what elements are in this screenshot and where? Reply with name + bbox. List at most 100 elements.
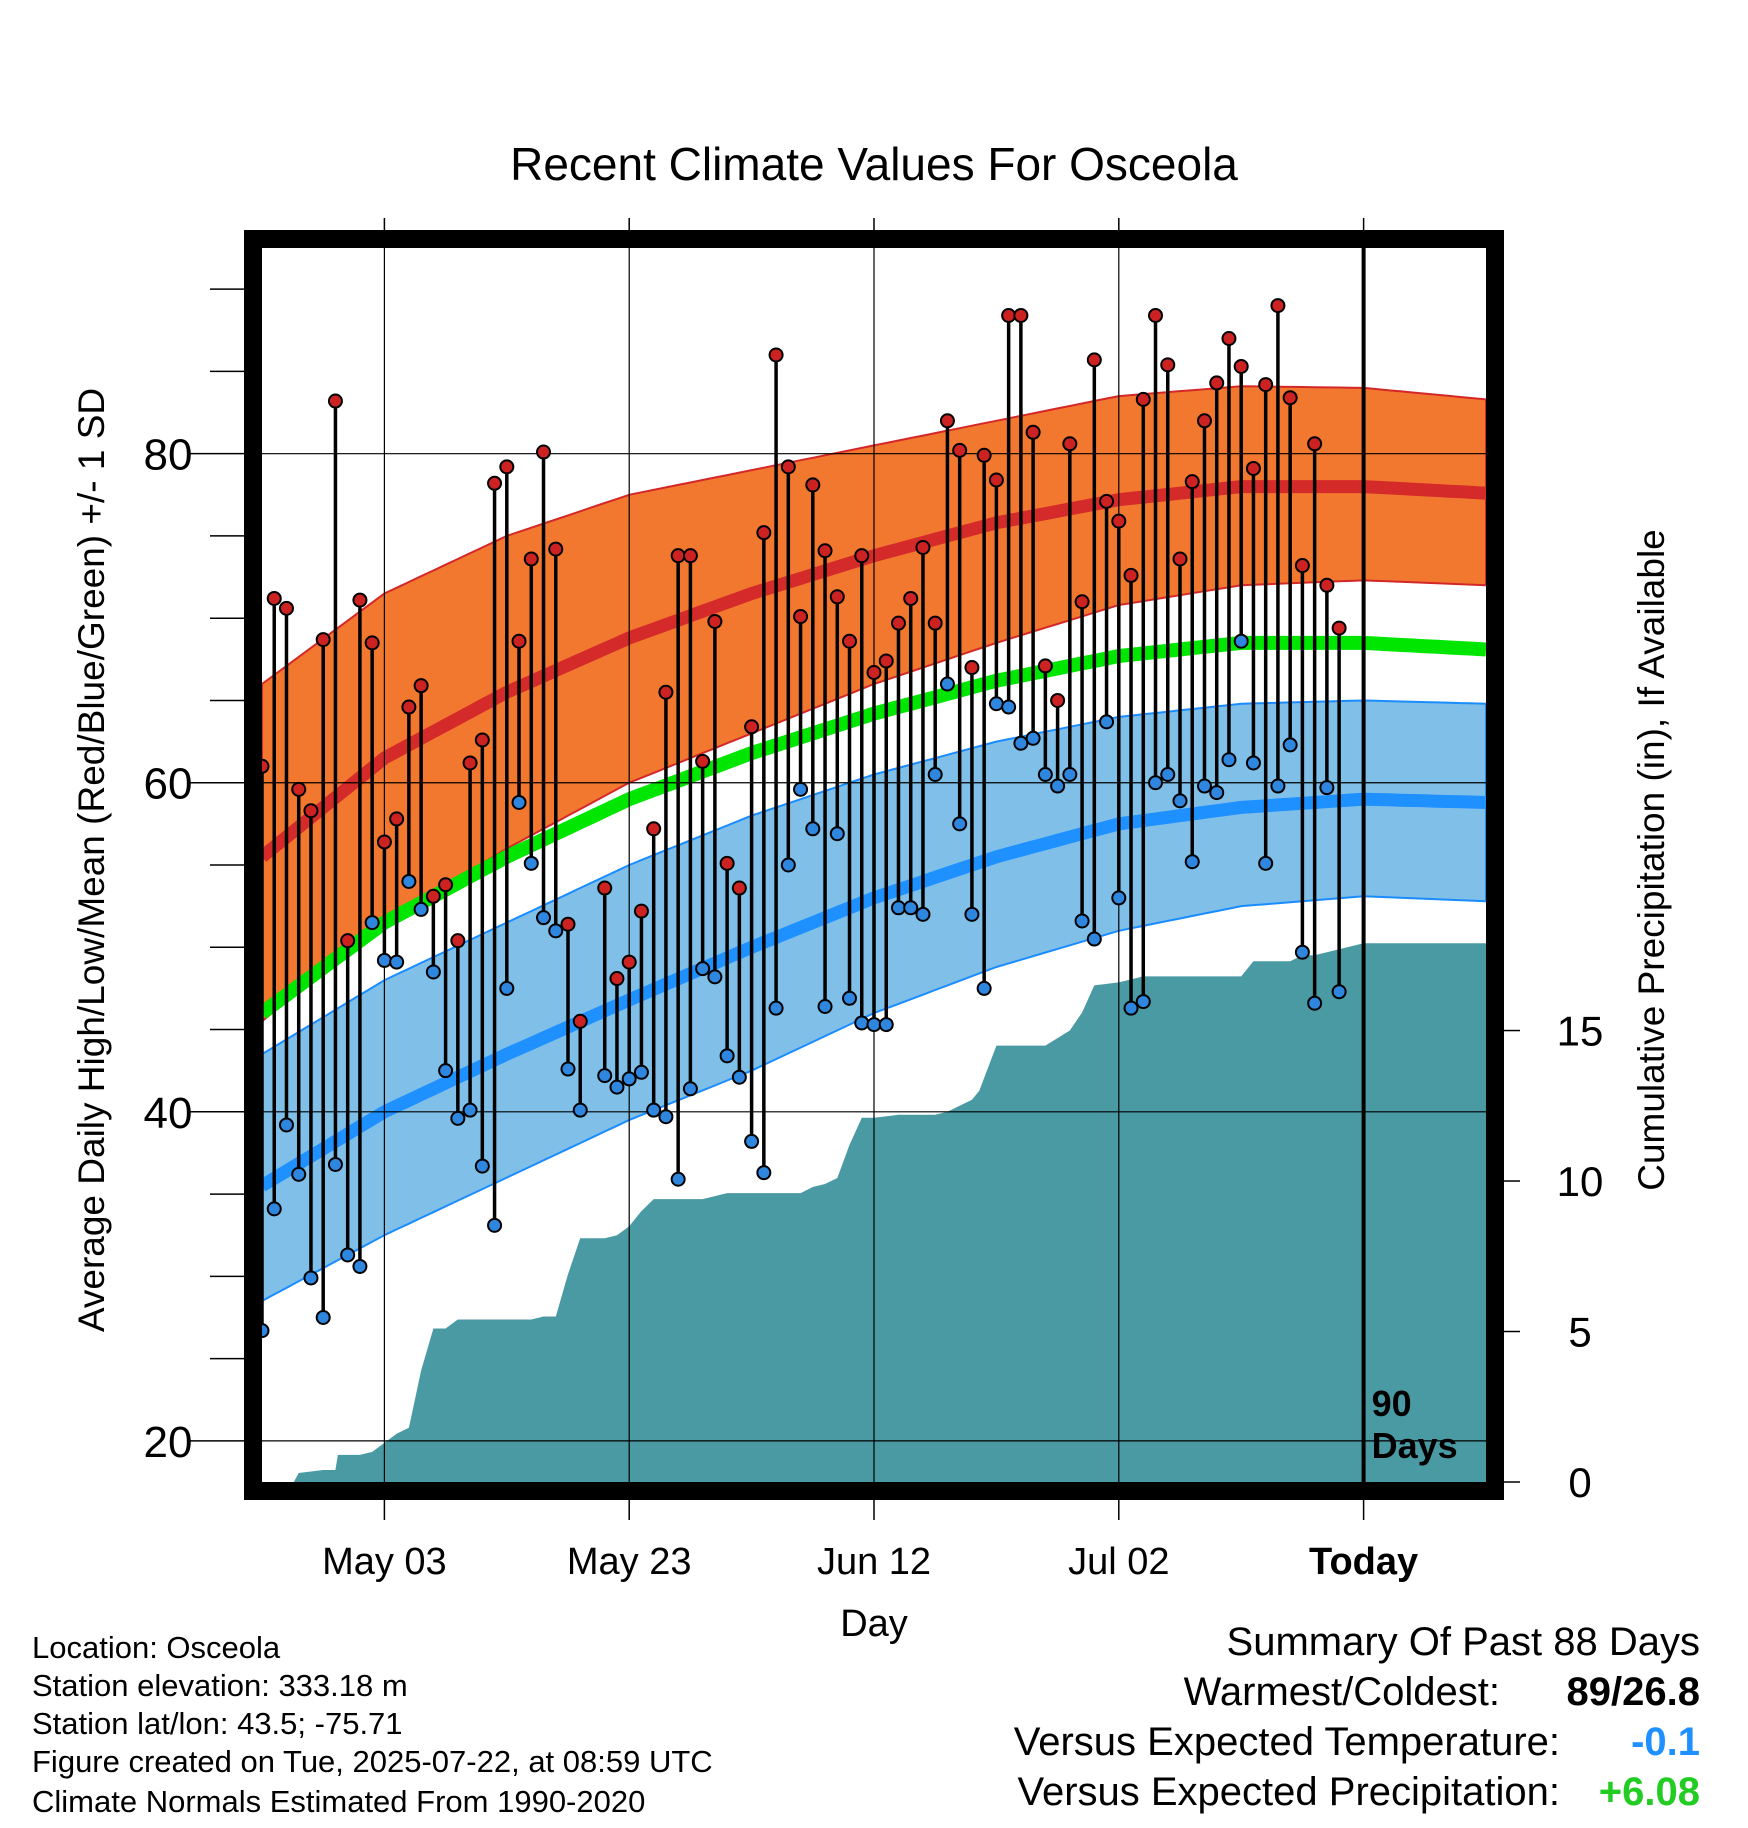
- daily-low-point: [1258, 855, 1274, 871]
- daily-low-point: [1270, 778, 1286, 794]
- daily-high-point: [988, 472, 1004, 488]
- daily-low-point: [1221, 752, 1237, 768]
- daily-low-point: [670, 1171, 686, 1187]
- high-sd-band: [262, 385, 1486, 1023]
- daily-high-point: [756, 525, 772, 541]
- daily-high-point: [866, 664, 882, 680]
- daily-high-point: [511, 633, 527, 649]
- daily-high-point: [266, 590, 282, 606]
- daily-high-point: [536, 444, 552, 460]
- daily-low-point: [1282, 737, 1298, 753]
- daily-high-point: [731, 880, 747, 896]
- daily-high-point: [1307, 436, 1323, 452]
- daily-low-point: [695, 961, 711, 977]
- daily-low-point: [609, 1079, 625, 1095]
- x-tick-label: Jul 02: [1068, 1541, 1169, 1583]
- daily-high-point: [327, 393, 343, 409]
- daily-high-point: [1160, 357, 1176, 373]
- daily-low-point: [927, 767, 943, 783]
- daily-low-point: [952, 816, 968, 832]
- daily-high-point: [927, 615, 943, 631]
- daily-low-point: [1233, 633, 1249, 649]
- daily-low-point: [976, 980, 992, 996]
- daily-low-point: [1196, 778, 1212, 794]
- daily-low-point: [499, 980, 515, 996]
- daily-high-point: [646, 821, 662, 837]
- daily-high-point: [1037, 658, 1053, 674]
- daily-low-point: [1331, 984, 1347, 1000]
- daily-high-point: [707, 613, 723, 629]
- daily-low-point: [560, 1061, 576, 1077]
- daily-low-point: [731, 1069, 747, 1085]
- daily-high-point: [1282, 390, 1298, 406]
- daily-high-point: [1135, 391, 1151, 407]
- x-tick-label: May 23: [567, 1541, 692, 1583]
- warmest-label: Warmest/Coldest:: [1183, 1670, 1500, 1714]
- daily-high-point: [1221, 330, 1237, 346]
- daily-high-point: [425, 888, 441, 904]
- daily-high-point: [413, 678, 429, 694]
- daily-high-point: [854, 548, 870, 564]
- daily-low-point: [793, 781, 809, 797]
- daily-high-point: [499, 459, 515, 475]
- daily-high-point: [842, 633, 858, 649]
- daily-low-point: [658, 1109, 674, 1125]
- daily-low-point: [1209, 785, 1225, 801]
- daily-high-point: [768, 347, 784, 363]
- daily-low-point: [1184, 854, 1200, 870]
- daily-low-point: [1307, 995, 1323, 1011]
- daily-low-point: [756, 1165, 772, 1181]
- daily-low-point: [352, 1258, 368, 1274]
- daily-low-point: [817, 998, 833, 1014]
- daily-high-point: [1062, 436, 1078, 452]
- daily-high-point: [278, 600, 294, 616]
- daily-high-point: [1086, 352, 1102, 368]
- daily-low-point: [646, 1102, 662, 1118]
- axes: May 03 May 23 Jun 12 Jul 02 Today 20 40 60 80 0 5 1…: [144, 218, 1604, 1583]
- location-text: Location: Osceola: [32, 1630, 281, 1665]
- daily-high-point: [890, 615, 906, 631]
- daily-low-point: [462, 1102, 478, 1118]
- daily-low-point: [1099, 714, 1115, 730]
- daily-high-point: [658, 684, 674, 700]
- today-days-number: 90: [1372, 1383, 1412, 1424]
- summary-temp-row: Versus Expected Temperature: -0.1: [1014, 1720, 1700, 1765]
- daily-high-point: [793, 609, 809, 625]
- daily-high-point: [682, 548, 698, 564]
- y-right-tick-label: 0: [1568, 1459, 1591, 1506]
- daily-high-point: [572, 1013, 588, 1029]
- daily-low-point: [1172, 793, 1188, 809]
- daily-low-point: [487, 1217, 503, 1233]
- daily-low-point: [1037, 767, 1053, 783]
- daily-low-point: [682, 1081, 698, 1097]
- summary-warmest-row: Warmest/Coldest: 89/26.8: [1184, 1670, 1700, 1715]
- daily-low-point: [1294, 944, 1310, 960]
- y-right-tick-label: 15: [1557, 1008, 1604, 1055]
- daily-high-point: [878, 653, 894, 669]
- daily-high-point: [903, 590, 919, 606]
- daily-high-point: [829, 589, 845, 605]
- created-text: Figure created on Tue, 2025-07-22, at 08…: [32, 1744, 713, 1779]
- daily-low-point: [340, 1247, 356, 1263]
- y-left-tick-label: 80: [144, 431, 193, 480]
- daily-high-point: [1148, 307, 1164, 323]
- daily-low-point: [719, 1048, 735, 1064]
- daily-low-point: [1319, 780, 1335, 796]
- precip-anomaly-value: +6.08: [1598, 1770, 1700, 1814]
- daily-low-point: [425, 964, 441, 980]
- daily-low-point: [303, 1270, 319, 1286]
- daily-low-point: [364, 915, 380, 931]
- daily-high-point: [340, 933, 356, 949]
- daily-high-point: [303, 803, 319, 819]
- daily-high-point: [462, 755, 478, 771]
- daily-high-point: [633, 903, 649, 919]
- daily-high-point: [915, 539, 931, 555]
- daily-low-point: [854, 1015, 870, 1031]
- daily-high-point: [1001, 307, 1017, 323]
- precip-anomaly-label: Versus Expected Precipitation:: [1017, 1770, 1560, 1814]
- summary-title: Summary Of Past 88 Days: [1226, 1620, 1700, 1664]
- daily-low-point: [1001, 699, 1017, 715]
- daily-low-point: [1111, 890, 1127, 906]
- daily-low-point: [315, 1309, 331, 1325]
- daily-high-point: [1319, 577, 1335, 593]
